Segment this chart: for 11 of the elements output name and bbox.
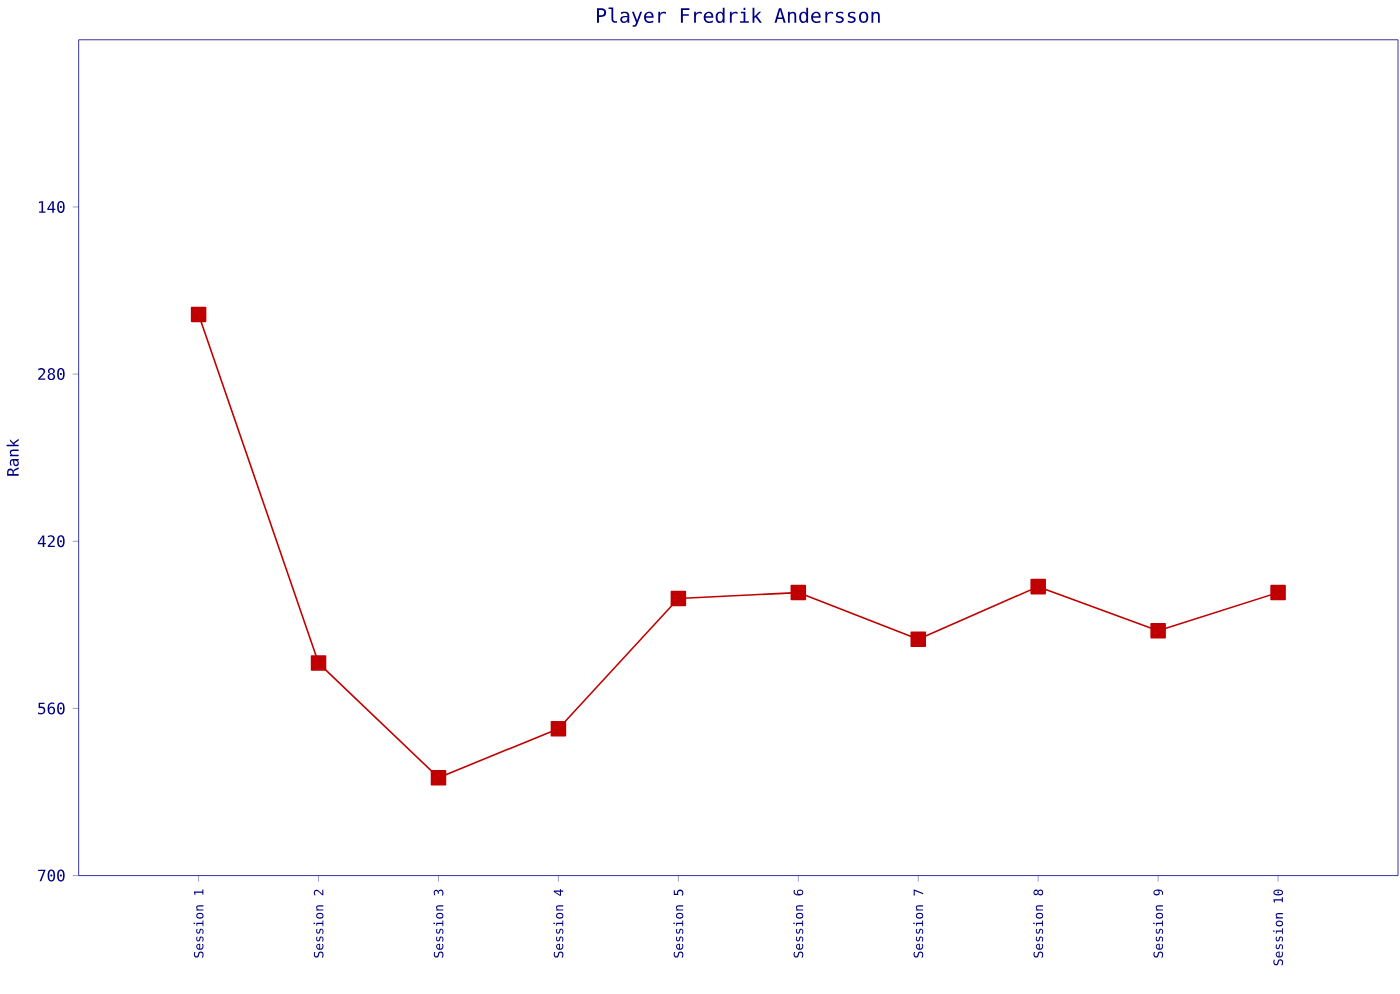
point bbox=[1030, 578, 1046, 594]
point bbox=[790, 584, 807, 600]
point bbox=[670, 590, 687, 606]
point bbox=[910, 630, 927, 647]
point bbox=[1150, 622, 1166, 639]
point bbox=[550, 720, 567, 737]
point bbox=[310, 654, 327, 671]
point bbox=[1270, 584, 1286, 600]
point bbox=[190, 306, 207, 322]
point bbox=[430, 769, 447, 785]
chart-title: Player Fredrik Andersson bbox=[597, 7, 880, 27]
